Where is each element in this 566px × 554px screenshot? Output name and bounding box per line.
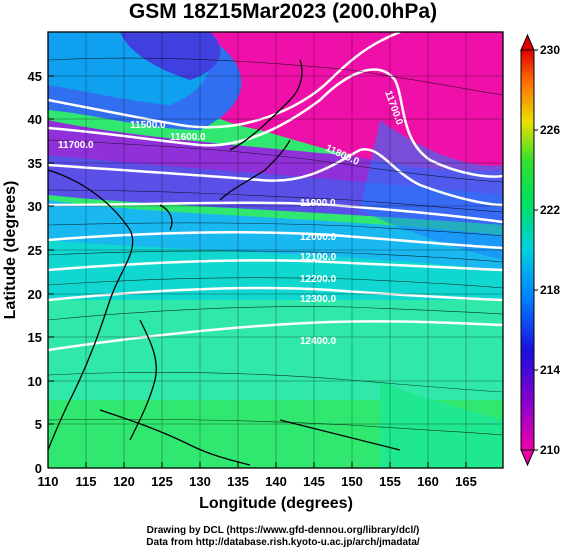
contour-label: 12100.0	[300, 252, 337, 263]
y-tick-label: 30	[28, 199, 42, 214]
colorbar-label: 214	[540, 363, 560, 377]
y-tick-labels: 0 5 10 15 20 25 30 35 40 45	[28, 69, 42, 476]
contour-12400	[48, 320, 503, 352]
geopotential-contours	[48, 32, 503, 352]
y-tick-label: 45	[28, 69, 42, 84]
contour-12100	[48, 259, 503, 272]
contour-11900	[48, 201, 503, 224]
contour-12200	[48, 286, 503, 302]
y-tick-label: 40	[28, 112, 42, 127]
contour-11500	[48, 32, 401, 129]
map-title: GSM 18Z15Mar2023 (200.0hPa)	[128, 0, 438, 23]
colorbar: 230 226 222 218 214 210	[520, 33, 560, 467]
y-tick-label: 20	[28, 287, 42, 302]
contour-label: 12000.0	[300, 232, 337, 243]
y-tick-marks	[48, 75, 54, 469]
contour-label: 11700.0	[58, 140, 94, 151]
colorbar-gradient	[520, 49, 535, 451]
colorbar-label: 230	[540, 43, 560, 57]
y-tick-label: 25	[28, 243, 42, 258]
contour-label: 11500.0	[130, 120, 166, 131]
coastlines	[48, 59, 401, 466]
x-tick-label: 140	[265, 474, 287, 489]
contour-label: 12300.0	[300, 294, 337, 305]
y-tick-label: 15	[28, 330, 42, 345]
x-tick-label: 150	[341, 474, 363, 489]
x-tick-label: 110	[38, 474, 59, 489]
y-axis-title: Latitude (degrees)	[2, 181, 19, 320]
x-tick-label: 130	[189, 474, 211, 489]
y-tick-label: 5	[35, 417, 42, 432]
credit-drawing: Drawing by DCL (https://www.gfd-dennou.o…	[146, 525, 420, 536]
contour-label: 12200.0	[300, 274, 337, 285]
x-tick-label: 120	[113, 474, 135, 489]
x-axis-title: Longitude (degrees)	[199, 495, 353, 512]
colorbar-label: 226	[540, 123, 560, 137]
colorbar-label: 222	[540, 203, 560, 217]
x-tick-label: 145	[303, 474, 325, 489]
credit-data-source: Data from http://database.rish.kyoto-u.a…	[146, 537, 420, 548]
colorbar-max-arrow	[520, 33, 535, 51]
contour-label: 11900.0	[300, 198, 336, 209]
y-tick-label: 0	[35, 461, 42, 476]
contour-11800	[48, 148, 503, 207]
contour-11700	[48, 68, 503, 178]
contour-label: 12400.0	[300, 336, 337, 347]
y-tick-label: 10	[28, 374, 42, 389]
x-tick-label: 155	[379, 474, 401, 489]
credits: Drawing by DCL (https://www.gfd-dennou.o…	[0, 525, 566, 549]
lat-lon-grid	[48, 32, 503, 468]
x-tick-label: 125	[151, 474, 173, 489]
x-tick-marks	[47, 462, 467, 468]
contour-label: 11600.0	[170, 132, 206, 143]
x-tick-label: 115	[76, 474, 97, 489]
contour-12000	[48, 231, 503, 250]
colorbar-label: 218	[540, 283, 560, 297]
x-tick-label: 165	[455, 474, 477, 489]
y-tick-label: 35	[28, 156, 42, 171]
colorbar-min-arrow	[520, 449, 535, 467]
x-tick-label: 135	[227, 474, 249, 489]
x-tick-labels: 110 115 120 125 130 135 140 145 150 155 …	[38, 474, 477, 489]
colorbar-label: 210	[540, 443, 560, 457]
x-tick-label: 160	[417, 474, 439, 489]
